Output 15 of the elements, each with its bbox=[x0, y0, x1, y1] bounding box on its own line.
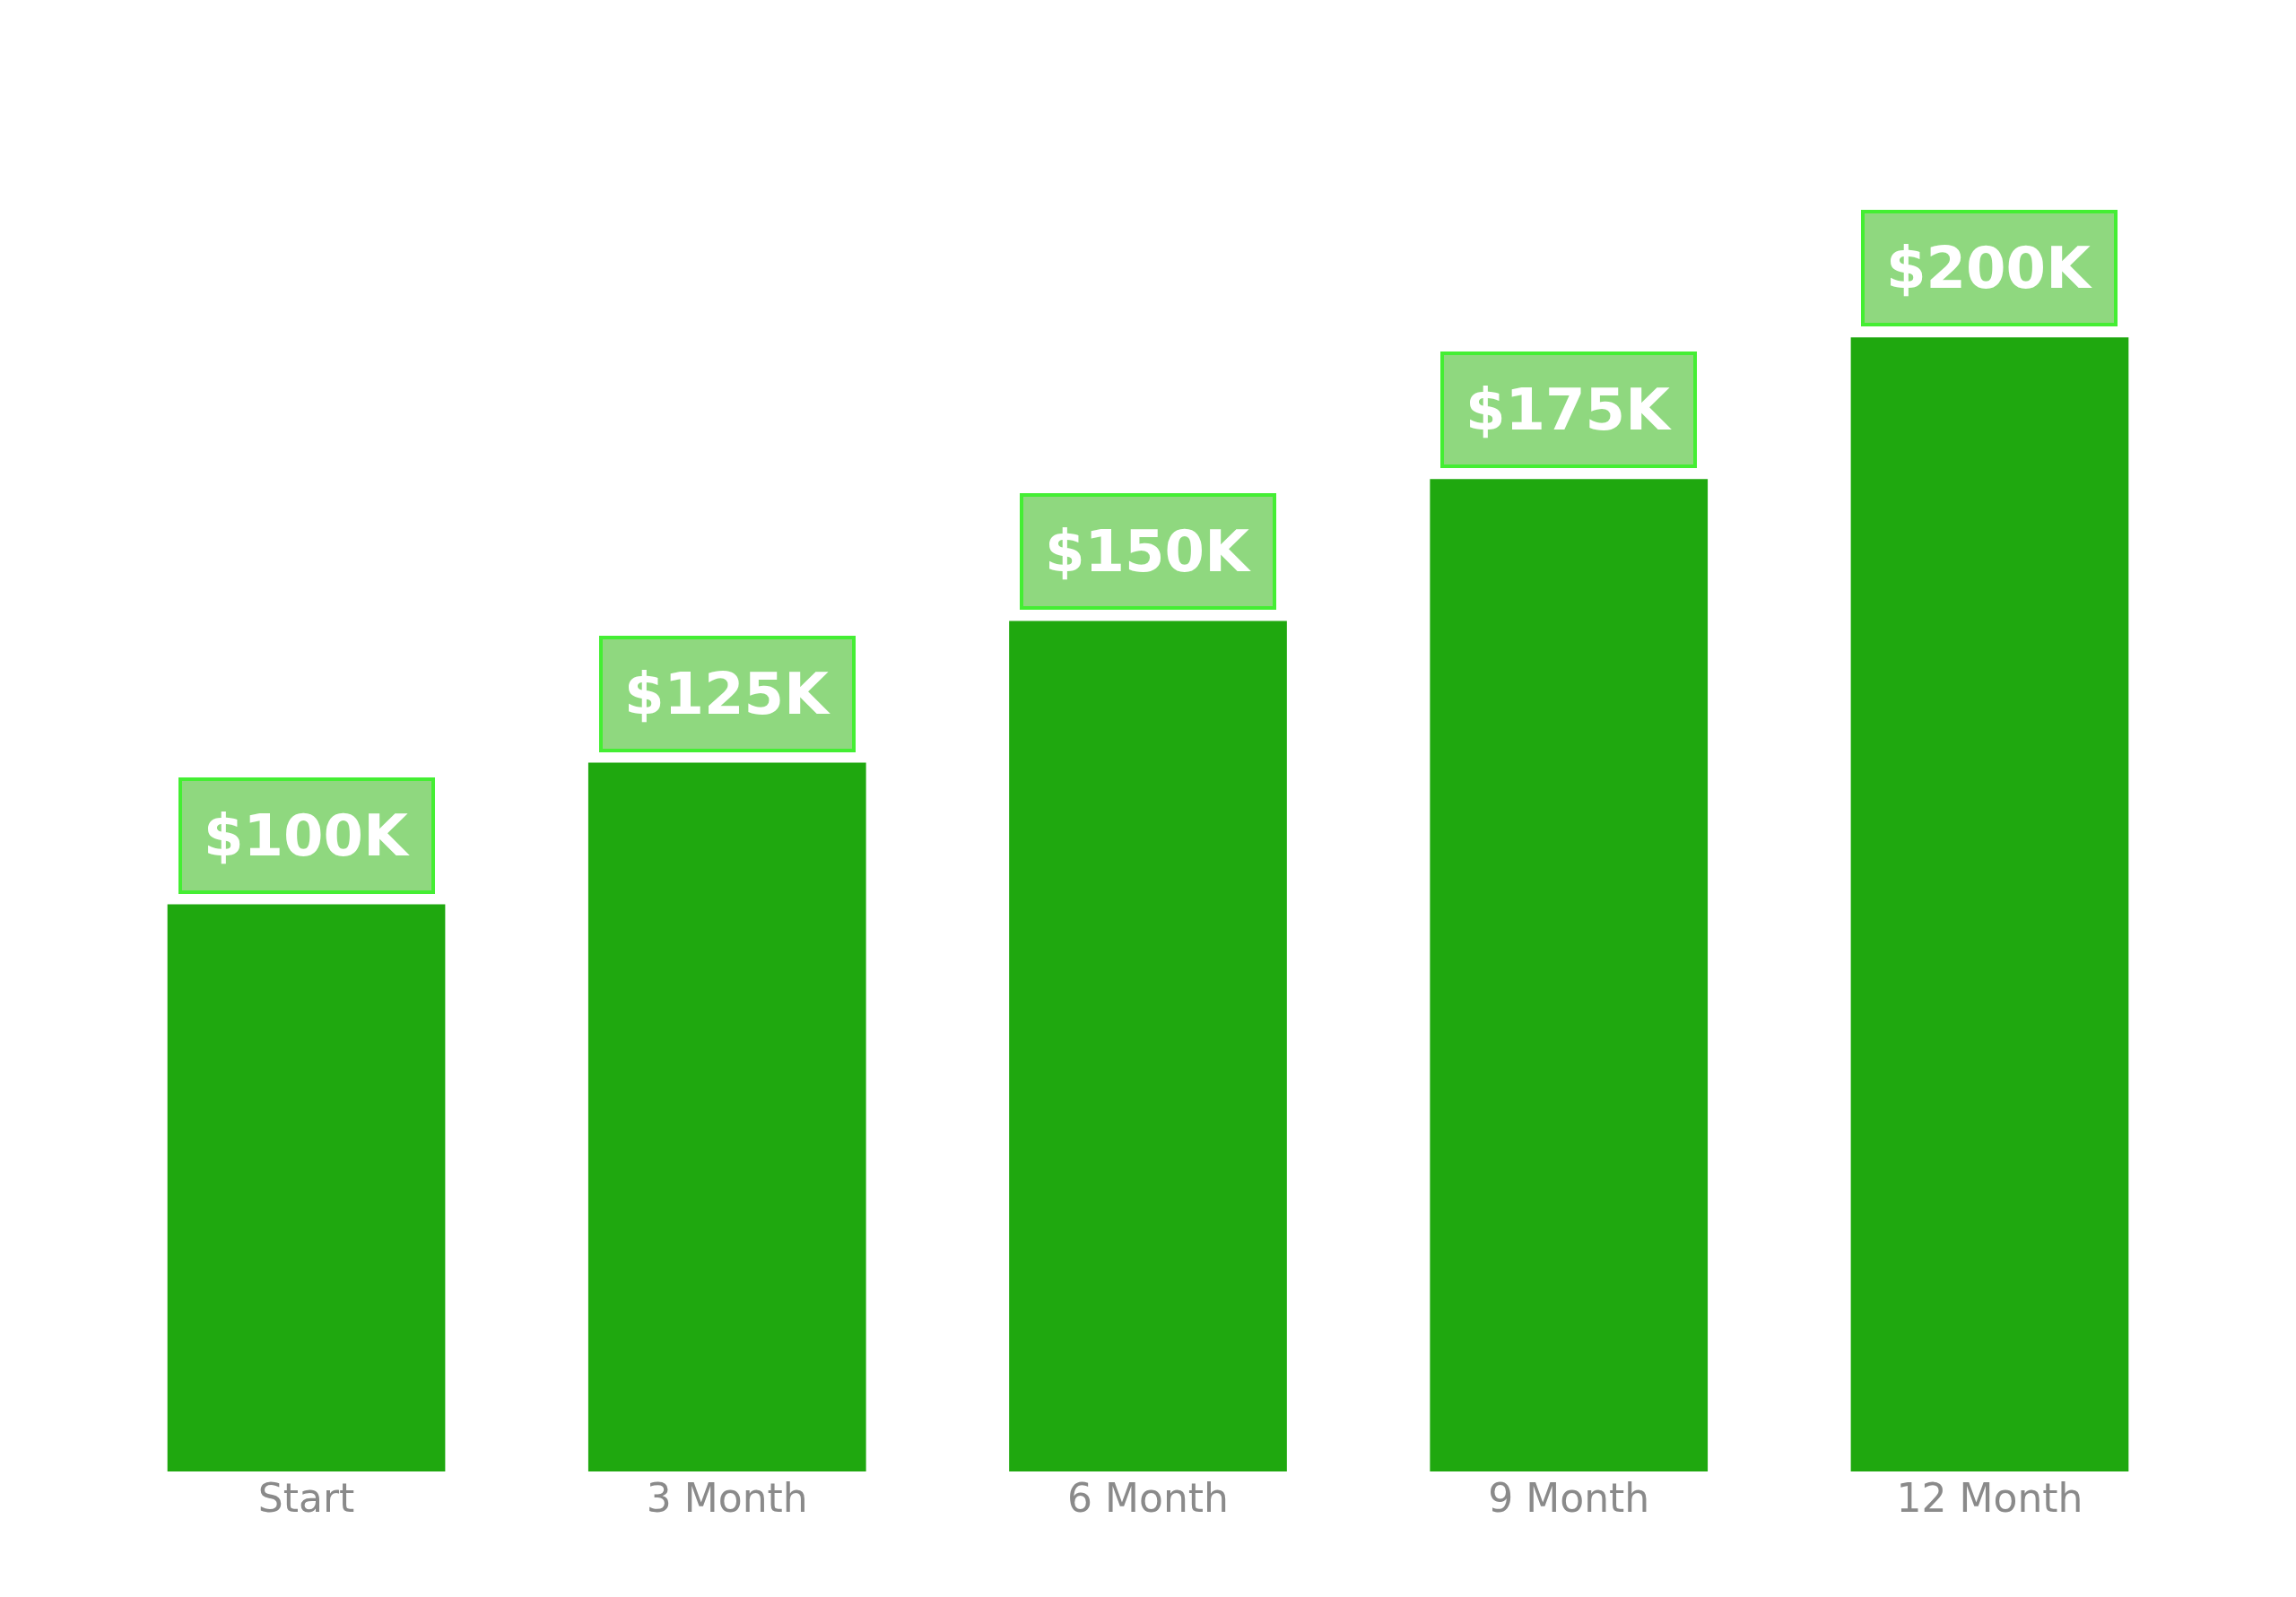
data-label: $200K bbox=[1886, 235, 2093, 301]
bar bbox=[1430, 479, 1709, 1471]
data-label: $100K bbox=[204, 803, 411, 869]
bar bbox=[1009, 621, 1287, 1471]
x-tick-label: 9 Month bbox=[1488, 1475, 1650, 1521]
x-tick-label: Start bbox=[257, 1475, 355, 1521]
data-label: $150K bbox=[1045, 518, 1252, 585]
bar bbox=[1850, 337, 2129, 1471]
bar bbox=[167, 904, 446, 1471]
bar bbox=[587, 762, 866, 1471]
data-label: $125K bbox=[624, 661, 831, 727]
data-label: $175K bbox=[1465, 377, 1673, 443]
x-tick-label: 6 Month bbox=[1067, 1475, 1229, 1521]
x-tick-label: 12 Month bbox=[1896, 1475, 2083, 1521]
x-tick-label: 3 Month bbox=[646, 1475, 808, 1521]
